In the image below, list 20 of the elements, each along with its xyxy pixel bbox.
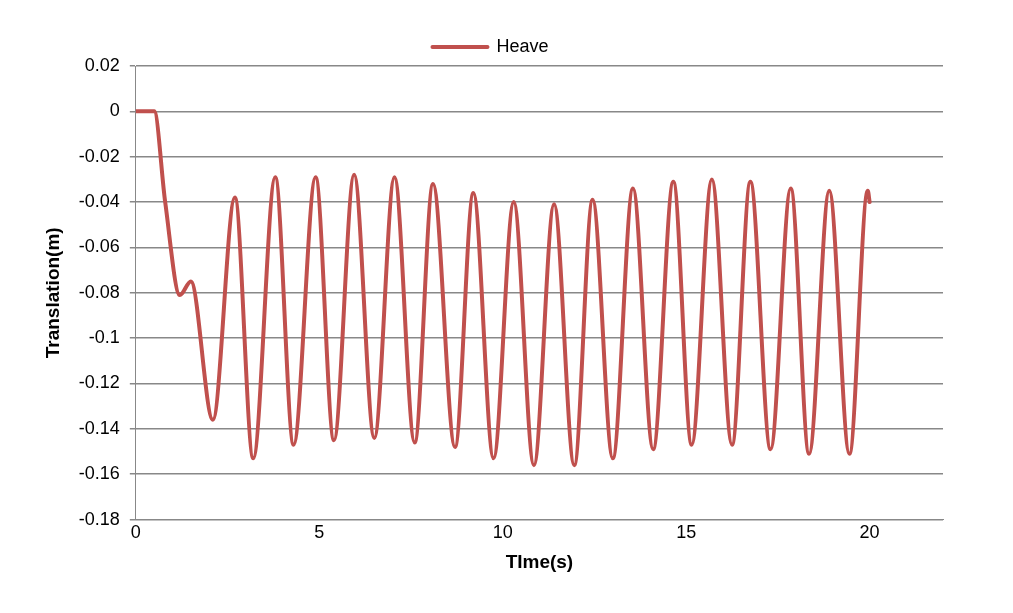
y-tick-label: -0.16	[78, 463, 120, 484]
y-tick-label: -0.02	[78, 145, 120, 166]
y-tick-label: 0	[109, 100, 120, 121]
y-tick-label: -0.04	[78, 191, 120, 212]
y-tick-label: 0.02	[84, 54, 120, 75]
y-tick-label: -0.12	[78, 372, 120, 393]
y-tick-label: -0.14	[78, 417, 120, 438]
y-axis-title: Translation(m)	[41, 227, 63, 359]
line-series	[135, 109, 872, 468]
x-tick-label: 15	[676, 522, 697, 543]
x-tick-label: 0	[130, 522, 141, 543]
y-tick-label: -0.1	[88, 327, 120, 348]
y-tick-label: -0.06	[78, 236, 120, 257]
x-tick-label: 20	[859, 522, 880, 543]
x-axis-title: TIme(s)	[505, 550, 574, 572]
y-tick-label: -0.08	[78, 281, 120, 302]
x-tick-label: 5	[314, 522, 325, 543]
y-tick-label: -0.18	[78, 508, 120, 529]
x-tick-label: 10	[492, 522, 513, 543]
legend-label: Heave	[496, 35, 549, 56]
